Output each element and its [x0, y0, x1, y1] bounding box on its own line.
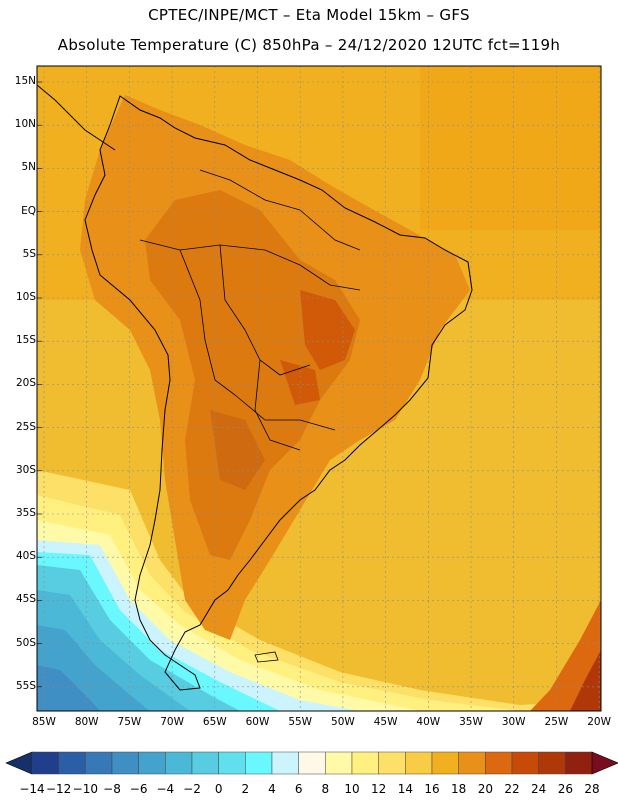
colorbar-swatch	[405, 751, 433, 775]
lat-label-25s: 25S	[15, 420, 36, 433]
title-line-2: Absolute Temperature (C) 850hPa – 24/12/…	[57, 36, 561, 54]
colorbar-under-arrow	[5, 751, 33, 775]
title-line-1: CPTEC/INPE/MCT – Eta Model 15km – GFS	[148, 6, 470, 24]
colorbar-label: 24	[531, 782, 547, 796]
lon-label-80w: 80W	[74, 716, 99, 728]
colorbar-over-arrow	[591, 751, 618, 775]
lat-label-5s: 5S	[22, 247, 36, 260]
lat-label-eq: EQ	[21, 204, 36, 217]
colorbar-label: 22	[504, 782, 520, 796]
lon-label-25w: 25W	[544, 716, 569, 728]
lat-label-10n: 10N	[14, 118, 36, 131]
colorbar-label: −6	[129, 782, 148, 796]
lon-label-35w: 35W	[459, 716, 483, 728]
field-warm-northeast	[420, 66, 601, 230]
colorbar-swatch	[351, 751, 379, 775]
lat-label-15n: 15N	[14, 75, 36, 87]
colorbar-swatch	[85, 751, 113, 775]
lon-label-20w: 20W	[587, 716, 611, 728]
colorbar-label: 20	[477, 782, 493, 796]
lon-label-65w: 65W	[202, 716, 227, 728]
colorbar-label: 4	[268, 782, 276, 796]
graticule	[37, 66, 601, 711]
colorbar-label: −2	[183, 782, 201, 796]
colorbar-label: 12	[371, 782, 387, 796]
colorbar-label: 16	[424, 782, 440, 796]
colorbar-swatch	[138, 751, 166, 775]
coastline	[84, 95, 473, 691]
colorbar-swatch	[485, 751, 513, 775]
map-frame	[36, 65, 602, 712]
lat-label-5n: 5N	[21, 161, 36, 174]
colorbar	[5, 751, 618, 775]
lat-label-35s: 35S	[15, 507, 36, 519]
colorbar-label: −12	[45, 782, 72, 796]
colorbar-label: 18	[451, 782, 467, 796]
lat-label-20s: 20S	[15, 377, 36, 390]
colorbar-swatch	[218, 751, 246, 775]
colorbar-swatch	[165, 751, 193, 775]
colorbar-label: 8	[321, 782, 330, 796]
lat-label-10s: 10S	[15, 291, 36, 303]
colorbar-swatch	[378, 751, 406, 775]
colorbar-swatch	[538, 751, 566, 775]
colorbar-swatch	[511, 751, 539, 775]
colorbar-swatch	[458, 751, 486, 775]
colorbar-swatch	[431, 751, 459, 775]
colorbar-swatch	[58, 751, 86, 775]
falkland-islands	[254, 651, 279, 663]
lon-label-50w: 50W	[331, 716, 355, 728]
field-hot-southeast	[570, 650, 601, 711]
lon-label-70w: 70W	[160, 716, 184, 728]
colorbar-label: 28	[584, 782, 600, 796]
central-america-coast	[37, 84, 116, 151]
field-band-minus8	[37, 665, 100, 711]
colorbar-label: −10	[72, 782, 98, 796]
lon-label-60w: 60W	[245, 716, 270, 728]
colorbar-swatch	[31, 751, 59, 775]
lat-label-55s: 55S	[15, 679, 36, 692]
field-warm-southeast	[530, 600, 601, 711]
colorbar-swatch	[298, 751, 326, 775]
colorbar-label: 2	[241, 782, 250, 796]
lat-label-45s: 45S	[15, 593, 36, 606]
field-continent-20	[145, 190, 360, 560]
lon-label-75w: 75W	[117, 716, 142, 728]
lat-label-50s: 50S	[15, 636, 36, 649]
lon-label-55w: 55W	[288, 716, 313, 728]
colorbar-swatch	[191, 751, 219, 775]
colorbar-swatch	[271, 751, 299, 775]
colorbar-label: 0	[214, 782, 223, 796]
colorbar-label: −4	[156, 782, 175, 796]
colorbar-label: −14	[19, 782, 45, 796]
colorbar-swatch	[565, 751, 593, 775]
colorbar-label: −8	[103, 782, 121, 796]
colorbar-label: 10	[344, 782, 360, 796]
lat-label-15s: 15S	[15, 334, 36, 347]
colorbar-label: 6	[294, 782, 303, 796]
lat-label-40s: 40S	[15, 550, 36, 563]
lon-label-85w: 85W	[32, 716, 56, 728]
colorbar-label: 26	[557, 782, 573, 796]
colorbar-swatch	[325, 751, 353, 775]
field-hot-chaco	[210, 410, 265, 490]
lat-label-30s: 30S	[15, 463, 36, 476]
country-borders	[139, 169, 361, 451]
lon-label-45w: 45W	[373, 716, 398, 728]
colorbar-swatch	[245, 751, 273, 775]
lon-label-40w: 40W	[416, 716, 441, 728]
lon-label-30w: 30W	[501, 716, 526, 728]
field-hot-center	[300, 290, 355, 370]
colorbar-swatch	[111, 751, 139, 775]
colorbar-label: 14	[397, 782, 413, 796]
